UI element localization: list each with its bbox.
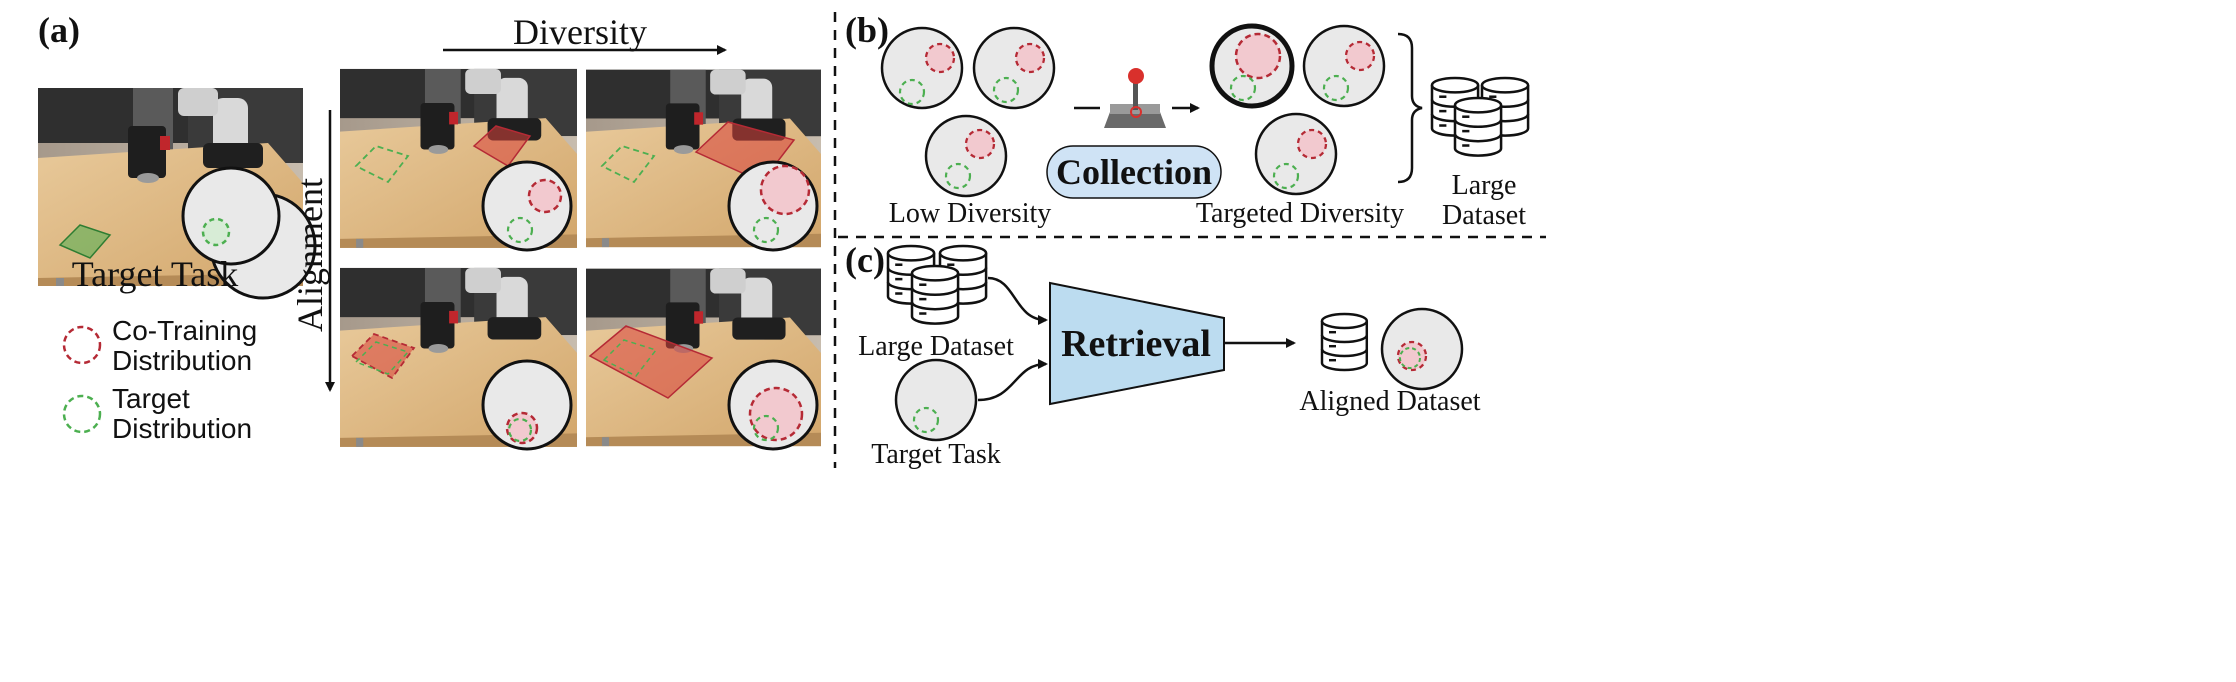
arrow-dataset-to-retrieval — [987, 276, 1048, 325]
grid-image-low-diversity-low-alignment — [340, 68, 577, 252]
large-dataset-label-c: Large Dataset — [858, 331, 1014, 362]
legend-target-line1: Target — [112, 383, 190, 414]
alignment-axis-label: Alignment — [290, 178, 330, 332]
retrieval-label: Retrieval — [1061, 323, 1211, 365]
large-dataset-db-icon-b — [1430, 76, 1530, 157]
legend-target-icon — [62, 394, 102, 434]
collection-label: Collection — [1056, 152, 1212, 192]
aligned-dataset-db-icon — [1320, 312, 1369, 372]
low-diversity-label: Low Diversity — [889, 198, 1052, 229]
target-distribution-mark — [201, 217, 231, 247]
aligned-co-training-mark — [1396, 340, 1428, 372]
target-task-distribution-circle — [181, 166, 281, 266]
large-dataset-db-icon-c — [886, 244, 988, 325]
arrow-task-to-retrieval — [977, 359, 1048, 402]
large-dataset-label-b-line2: Dataset — [1442, 200, 1526, 231]
legend-co-training-line1: Co-Training — [112, 315, 257, 346]
low-diversity-circles — [880, 26, 1056, 198]
legend-co-training-line2: Distribution — [112, 345, 252, 376]
aligned-dataset-label: Aligned Dataset — [1299, 386, 1480, 417]
panel-a-tag: (a) — [38, 10, 80, 50]
large-dataset-label-b-line1: Large — [1452, 170, 1517, 201]
target-task-green-mark-c — [912, 406, 940, 434]
panel-c-tag: (c) — [845, 240, 885, 280]
retrieval-block — [1049, 281, 1225, 406]
target-task-caption: Target Task — [72, 254, 239, 294]
panel-b-tag: (b) — [845, 10, 889, 50]
legend-target-line2: Distribution — [112, 413, 252, 444]
target-task-circle-c — [894, 358, 978, 442]
grid-image-low-diversity-high-alignment — [340, 267, 577, 451]
collection-pill — [1046, 145, 1222, 199]
bracket — [1397, 32, 1423, 184]
legend-co-training-icon — [62, 325, 102, 365]
grid-image-high-diversity-high-alignment — [586, 268, 821, 451]
target-task-label-c: Target Task — [871, 439, 1001, 470]
aligned-target-mark — [1399, 347, 1421, 369]
grid-image-high-diversity-low-alignment — [586, 69, 821, 252]
diversity-axis-label: Diversity — [513, 12, 647, 52]
targeted-diversity-circles — [1209, 23, 1386, 196]
targeted-diversity-label: Targeted Diversity — [1196, 198, 1404, 229]
joystick-icon — [1104, 68, 1166, 128]
